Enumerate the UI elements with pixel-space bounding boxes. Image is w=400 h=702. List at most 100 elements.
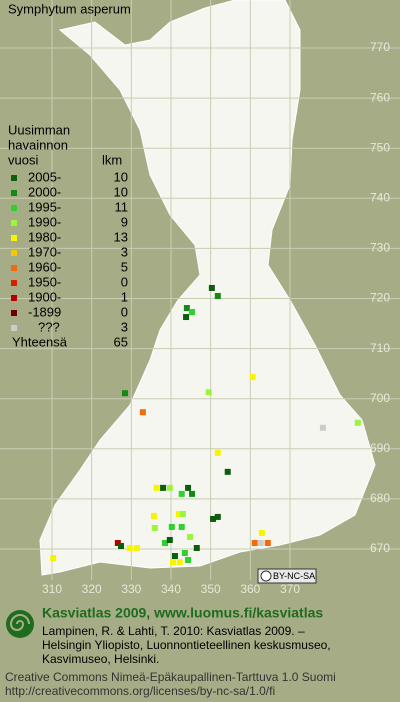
logo-spiral	[9, 614, 30, 631]
observation	[118, 542, 125, 549]
observation	[208, 284, 215, 291]
observation	[50, 555, 57, 562]
logo	[6, 610, 34, 638]
observation	[176, 559, 183, 566]
badge-box	[257, 568, 317, 584]
observation	[257, 539, 264, 546]
observation	[249, 374, 256, 381]
x-tick-label: 340	[161, 582, 181, 596]
observation	[133, 544, 140, 551]
legend-label: 1990-	[28, 214, 61, 229]
observation	[162, 539, 169, 546]
observation	[153, 484, 160, 491]
legend-count: 13	[114, 229, 128, 244]
legend-count: 0	[121, 274, 128, 289]
x-tick-label: 320	[82, 582, 102, 596]
observation	[189, 490, 196, 497]
legend-count: 9	[121, 214, 128, 229]
grid	[0, 0, 400, 580]
observation	[151, 524, 158, 531]
legend-swatch	[11, 235, 17, 241]
observation	[183, 314, 190, 321]
legend-label: 1980-	[28, 229, 61, 244]
cc-badge: BY-NC-SA	[257, 568, 317, 584]
legend-swatch	[11, 220, 17, 226]
observation	[121, 390, 128, 397]
legend-label: 1970-	[28, 244, 61, 259]
observation	[175, 510, 182, 517]
observation	[251, 539, 258, 546]
observation	[210, 515, 217, 522]
observation	[178, 523, 185, 530]
observation	[189, 309, 196, 316]
legend-swatch	[11, 325, 17, 331]
citation: Kasvimuseo, Helsinki.	[42, 652, 159, 666]
legend-header: vuosi	[8, 152, 38, 167]
y-tick-label: 750	[370, 140, 390, 154]
footer-headline: Kasviatlas 2009, www.luomus.fi/kasviatla…	[42, 605, 323, 621]
observation	[187, 533, 194, 540]
legend-swatch	[11, 190, 17, 196]
legend-count: 3	[121, 319, 128, 334]
observation	[185, 484, 192, 491]
total-label: Yhteensä	[12, 334, 68, 349]
observation	[319, 424, 326, 431]
observation	[171, 553, 178, 560]
observation	[181, 550, 188, 557]
x-tick-label: 360	[240, 582, 260, 596]
legend-count: 3	[121, 244, 128, 259]
total-count: 65	[114, 334, 128, 349]
observation	[214, 513, 221, 520]
x-tick-label: 330	[121, 582, 141, 596]
observation	[150, 512, 157, 519]
legend-count-header: lkm	[102, 152, 122, 167]
legend-header: Uusimman	[8, 122, 70, 137]
x-tick-label: 350	[201, 582, 221, 596]
observation	[183, 305, 190, 312]
y-tick-label: 770	[370, 40, 390, 54]
y-tick-label: 740	[370, 190, 390, 204]
legend-label: 1950-	[28, 274, 61, 289]
legend-swatch	[11, 310, 17, 316]
y-tick-label: 700	[370, 391, 390, 405]
license: Creative Commons Nimeä-Epäkaupallinen-Ta…	[5, 670, 336, 684]
legend-header: havainnon	[8, 137, 68, 152]
citation: Helsingin Yliopisto, Luonnontieteellinen…	[42, 638, 331, 652]
legend-swatch	[11, 205, 17, 211]
x-tick-label: 310	[42, 582, 62, 596]
title: Symphytum asperum	[8, 1, 131, 16]
observation	[258, 529, 265, 536]
legend-label: 1995-	[28, 199, 61, 214]
badge-text: BY-NC-SA	[273, 571, 315, 581]
legend-label: ???	[38, 319, 60, 334]
observation	[168, 523, 175, 530]
observation	[166, 484, 173, 491]
y-tick-label: 710	[370, 341, 390, 355]
legend-swatch	[11, 175, 17, 181]
observation	[178, 490, 185, 497]
legend-label: 2005-	[28, 169, 61, 184]
observation	[179, 510, 186, 517]
legend-count: 0	[121, 304, 128, 319]
observation	[354, 419, 361, 426]
legend-count: 5	[121, 259, 128, 274]
legend-swatch	[11, 265, 17, 271]
observation	[126, 544, 133, 551]
y-tick-label: 680	[370, 491, 390, 505]
observation	[114, 539, 121, 546]
observation	[224, 468, 231, 475]
observation	[139, 409, 146, 416]
observation	[264, 539, 271, 546]
legend-swatch	[11, 280, 17, 286]
observation	[160, 484, 167, 491]
y-tick-label: 690	[370, 441, 390, 455]
legend-label: 1900-	[28, 289, 61, 304]
observation	[214, 292, 221, 299]
legend-swatch	[11, 295, 17, 301]
observation	[205, 389, 212, 396]
observation	[166, 536, 173, 543]
observation	[193, 544, 200, 551]
legend-count: 1	[121, 289, 128, 304]
